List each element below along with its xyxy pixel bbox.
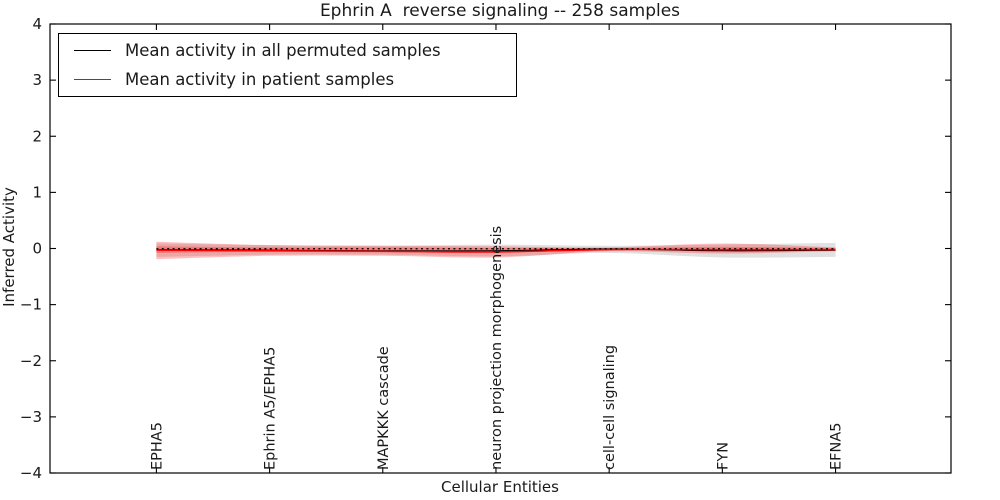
legend-label: Mean activity in all permuted samples (125, 40, 441, 60)
x-tick-label: EFNA5 (829, 423, 845, 471)
legend-label: Mean activity in patient samples (125, 70, 395, 90)
legend-box: Mean activity in all permuted samples Me… (58, 33, 517, 97)
y-tick-label: 3 (32, 71, 42, 89)
y-tick-label: −3 (20, 408, 42, 426)
chart-title: Ephrin A reverse signaling -- 258 sample… (319, 1, 681, 21)
x-tick-label: FYN (715, 442, 731, 470)
y-tick-label: 1 (32, 183, 42, 201)
x-axis-label: Cellular Entities (441, 478, 559, 496)
x-tick-label: MAPKKK cascade (376, 346, 392, 470)
y-tick-label: 2 (32, 127, 42, 145)
x-tick-label: neuron projection morphogenesis (489, 226, 505, 470)
y-tick-label: −2 (20, 352, 42, 370)
legend-entry-patient: Mean activity in patient samples (59, 67, 516, 93)
y-tick-label: −4 (20, 464, 42, 482)
patient-mean-line (156, 248, 836, 253)
legend-line-red (74, 79, 111, 81)
x-tick-label: Ephrin A5/EPHA5 (263, 347, 279, 470)
y-tick-label: 0 (32, 240, 42, 258)
legend-line-black (74, 49, 111, 51)
x-tick-label: EPHA5 (149, 422, 165, 470)
y-tick-label: −1 (20, 296, 42, 314)
x-tick-label: cell-cell signaling (602, 345, 618, 470)
legend-entry-permuted: Mean activity in all permuted samples (59, 37, 516, 63)
y-tick-label: 4 (32, 15, 42, 33)
